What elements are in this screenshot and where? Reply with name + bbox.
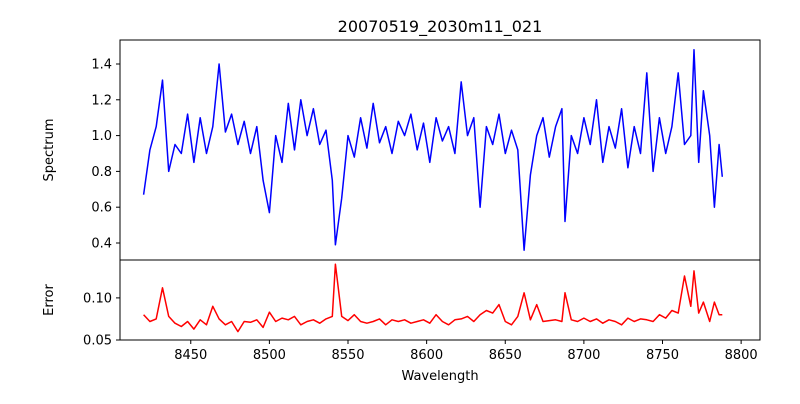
axes-frame — [119, 39, 761, 261]
y-tick-label: 1.2 — [91, 93, 112, 108]
y-tick-label: 0.05 — [83, 334, 112, 349]
y-tick-label: 0.4 — [91, 236, 112, 251]
y-tick-label: 1.0 — [91, 129, 112, 144]
x-axis-label: Wavelength — [401, 369, 478, 384]
y-tick-label: 0.10 — [83, 291, 112, 306]
x-tick-label: 8450 — [174, 348, 207, 363]
spectrum-axes: 0.4 0.6 0.8 1.0 1.2 1.4 — [91, 39, 761, 261]
x-tick-label: 8650 — [489, 348, 522, 363]
x-tick-label: 8550 — [331, 348, 364, 363]
x-tick-label: 8700 — [567, 348, 600, 363]
y-axis-label-spectrum: Spectrum — [42, 119, 57, 182]
chart-title: 20070519_2030m11_021 — [338, 17, 543, 37]
x-tick-label: 8600 — [410, 348, 443, 363]
series-line-spectrum — [142, 48, 724, 251]
y-tick-label: 0.6 — [91, 201, 112, 216]
x-tick-label: 8500 — [253, 348, 286, 363]
error-axes: 0.05 0.10 8450 8500 8550 8600 8650 8700 8750 8800 — [83, 259, 761, 363]
y-axis-label-error: Error — [42, 284, 57, 316]
x-tick-label: 8750 — [646, 348, 679, 363]
axes-frame — [119, 259, 761, 341]
x-tick-label: 8800 — [725, 348, 758, 363]
series-line-error — [143, 263, 723, 333]
y-tick-label: 0.8 — [91, 165, 112, 180]
y-tick-label: 1.4 — [91, 57, 112, 72]
